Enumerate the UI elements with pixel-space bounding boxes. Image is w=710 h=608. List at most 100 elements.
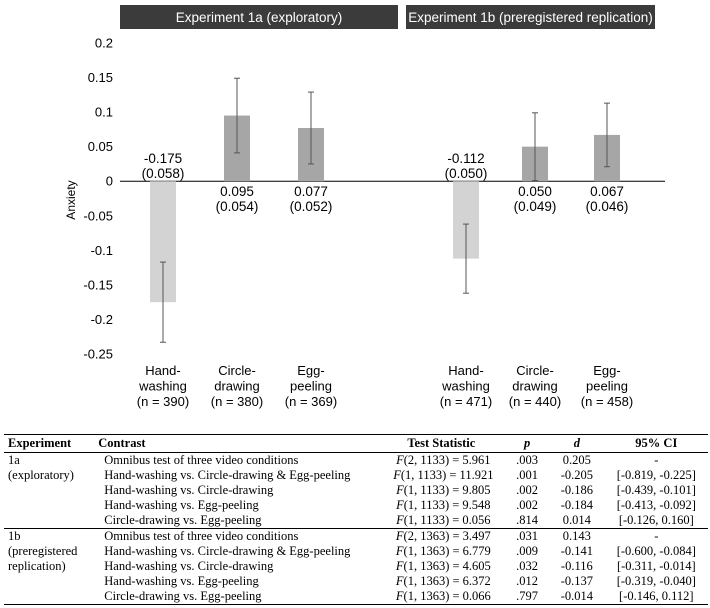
panel-title-background <box>120 5 398 29</box>
table-row: Circle-drawing vs. Egg-peeling F(1, 1363)… <box>4 589 708 605</box>
stat-value: (1, 1133) = 9.548 <box>403 498 491 512</box>
test-statistic-cell: F(2, 1133) = 5.961 <box>377 452 506 468</box>
stat-value: (1, 1133) = 0.056 <box>403 513 491 527</box>
p-value-cell: .009 <box>516 544 539 558</box>
experiment-cell <box>4 574 94 589</box>
stat-symbol: F <box>395 589 404 603</box>
stat-value: (1, 1363) = 4.605 <box>403 559 491 573</box>
stat-symbol: F <box>395 559 404 573</box>
data-label-value: 0.095 <box>220 184 254 199</box>
x-category-label: (n = 440) <box>509 394 561 409</box>
ci-cell: [-0.146, 0.112] <box>604 589 708 605</box>
effect-size-cell: -0.186 <box>560 483 593 497</box>
p-value-cell: .031 <box>505 528 550 544</box>
ci-cell: [-0.319, -0.040] <box>616 574 696 588</box>
experiment-cell: 1a <box>4 452 95 468</box>
stat-symbol: F <box>396 513 404 527</box>
statistics-table: Experiment Contrast Test Statistic p d 9… <box>4 434 708 605</box>
data-label-value: 0.067 <box>590 184 624 199</box>
effect-size-cell: -0.137 <box>560 574 593 588</box>
table-header-row: Experiment Contrast Test Statistic p d 9… <box>4 434 708 453</box>
panel-title: Experiment 1a (exploratory) <box>176 10 343 25</box>
test-statistic-cell: F(1, 1133) = 0.056 <box>378 513 506 529</box>
contrast-cell: Omnibus test of three video conditions <box>94 452 378 468</box>
y-axis-label: Anxiety <box>64 180 78 219</box>
y-tick-label: 0.1 <box>95 105 113 120</box>
stat-symbol: F <box>395 544 404 558</box>
table-row: Hand-washing vs. Circle-drawing F(1, 1133… <box>4 483 708 498</box>
header-experiment: Experiment <box>4 434 95 453</box>
data-label-value: -0.175 <box>144 151 182 166</box>
stat-value: (1, 1363) = 0.066 <box>403 589 491 603</box>
p-value-cell: .002 <box>516 483 539 497</box>
x-category-label: peeling <box>586 379 628 394</box>
contrast-cell: Hand-washing vs. Circle-drawing & Egg-pe… <box>104 544 351 558</box>
experiment-cell: (exploratory) <box>8 468 74 482</box>
stat-value: (1, 1363) = 6.372 <box>403 574 491 588</box>
stat-symbol: F <box>395 574 404 588</box>
test-statistic-cell: F(1, 1363) = 0.066 <box>377 589 506 605</box>
table-row: Hand-washing vs. Egg-peeling F(1, 1363) =… <box>4 574 708 589</box>
experiment-cell <box>4 589 95 605</box>
stat-value: (2, 1133) = 5.961 <box>403 453 491 467</box>
ci-cell: [-0.819, -0.225] <box>616 468 696 482</box>
stat-symbol: F <box>396 453 404 467</box>
y-tick-label: -0.1 <box>91 243 113 258</box>
data-label-value: 0.077 <box>294 184 328 199</box>
p-value-cell: .001 <box>516 468 539 482</box>
data-label-se: (0.049) <box>514 199 557 214</box>
test-statistic-cell: F(1, 1133) = 11.921 <box>378 468 506 483</box>
table-row: Circle-drawing vs. Egg-peeling F(1, 1133)… <box>4 513 708 529</box>
effect-size-cell: -0.205 <box>560 468 593 482</box>
contrast-cell: Hand-washing vs. Egg-peeling <box>104 574 259 588</box>
y-tick-label: -0.2 <box>91 312 113 327</box>
data-label-se: (0.052) <box>290 199 333 214</box>
x-category-label: (n = 458) <box>581 394 633 409</box>
x-category-label: drawing <box>214 379 260 394</box>
header-p: p <box>505 434 550 453</box>
ci-cell: [-0.439, -0.101] <box>616 483 696 497</box>
x-category-label: Hand- <box>145 363 180 378</box>
data-label-se: (0.054) <box>216 199 259 214</box>
effect-size-cell: -0.184 <box>560 498 593 512</box>
contrast-cell: Omnibus test of three video conditions <box>94 528 378 544</box>
ci-cell: - <box>604 528 708 544</box>
x-category-label: (n = 390) <box>137 394 189 409</box>
stat-value: (1, 1363) = 6.779 <box>403 544 491 558</box>
header-test-statistic: Test Statistic <box>377 434 506 453</box>
contrast-cell: Hand-washing vs. Circle-drawing & Egg-pe… <box>104 468 351 482</box>
table-row: (exploratory) Hand-washing vs. Circle-dra… <box>4 468 708 483</box>
p-value-cell: .002 <box>516 498 539 512</box>
data-label-se: (0.046) <box>586 199 629 214</box>
effect-size-cell: 0.014 <box>562 513 591 527</box>
ci-cell: - <box>604 452 708 468</box>
experiment-cell: replication) <box>8 559 66 573</box>
experiment-cell <box>4 498 94 513</box>
effect-size-cell: 0.205 <box>549 452 605 468</box>
x-category-label: (n = 471) <box>440 394 492 409</box>
contrast-cell: Hand-washing vs. Circle-drawing <box>104 483 274 497</box>
y-tick-label: 0.15 <box>88 70 113 85</box>
y-tick-label: 0.2 <box>95 36 113 51</box>
p-value-cell: .012 <box>516 574 539 588</box>
x-category-label: drawing <box>512 379 558 394</box>
p-value-cell: .797 <box>505 589 550 605</box>
x-category-label: peeling <box>290 379 332 394</box>
table-row: Hand-washing vs. Egg-peeling F(1, 1133) =… <box>4 498 708 513</box>
x-category-label: Egg- <box>297 363 324 378</box>
data-label-se: (0.050) <box>445 166 488 181</box>
table-row: 1a Omnibus test of three video conditions… <box>4 452 708 468</box>
p-value-cell: .814 <box>516 513 539 527</box>
test-statistic-cell: F(1, 1363) = 4.605 <box>378 559 506 574</box>
contrast-cell: Circle-drawing vs. Egg-peeling <box>104 513 262 527</box>
panel-title: Experiment 1b (preregistered replication… <box>408 10 653 25</box>
test-statistic-cell: F(1, 1133) = 9.548 <box>378 498 506 513</box>
header-contrast: Contrast <box>94 434 378 453</box>
ci-cell: [-0.600, -0.084] <box>616 544 696 558</box>
data-label-value: 0.050 <box>518 184 552 199</box>
stat-symbol: F <box>396 498 404 512</box>
test-statistic-cell: F(1, 1363) = 6.372 <box>378 574 506 589</box>
p-value-cell: .032 <box>516 559 539 573</box>
ci-cell: [-0.126, 0.160] <box>618 513 694 527</box>
header-ci: 95% CI <box>604 434 708 453</box>
